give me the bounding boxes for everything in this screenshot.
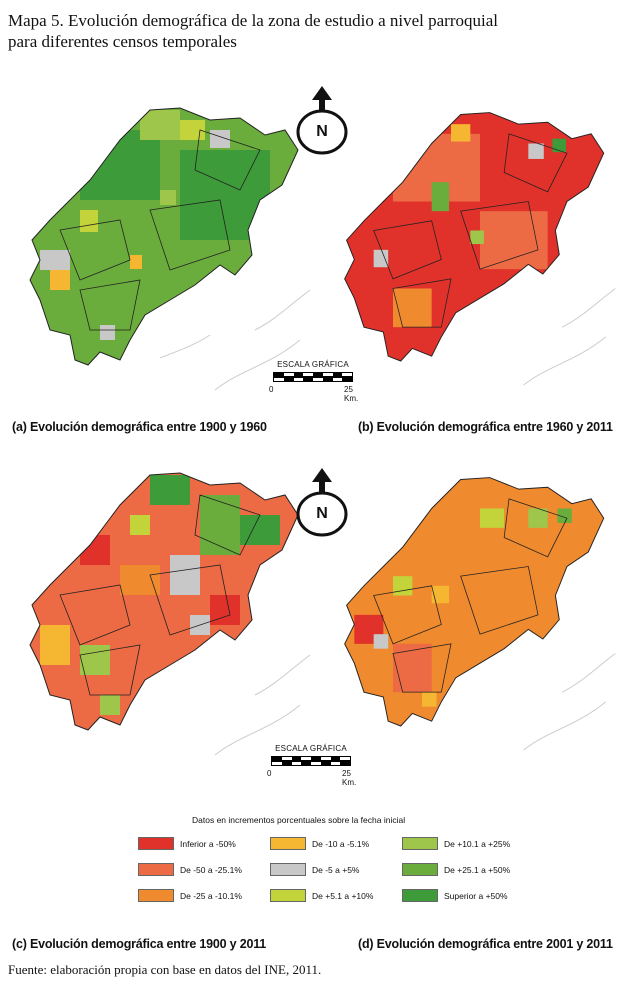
map-panel-d [344,477,616,751]
legend-swatch [270,837,306,850]
legend-swatch [138,837,174,850]
coastline [159,289,311,391]
scale-end: 25 Km. [342,769,357,787]
legend-label: De -5 a +5% [312,864,360,875]
map-panel-a [29,107,311,391]
legend-item: De -5 a +5% [270,863,360,876]
legend-label: De -10 a -5.1% [312,838,370,849]
legend-label: De +10.1 a +25% [444,838,511,849]
coastline [523,288,616,386]
legend-item: Inferior a -50% [138,837,236,850]
north-arrow-top: N [294,86,350,156]
scale-bar-top: ESCALA GRÁFICA 0 25 Km. [268,360,359,403]
legend-swatch [402,889,438,902]
legend-item: Superior a +50% [402,889,508,902]
legend-label: De +25.1 a +50% [444,864,511,875]
caption-c: (c) Evolución demográfica entre 1900 y 2… [12,937,267,951]
coastline [523,653,616,751]
map-title: Mapa 5. Evolución demográfica de la zona… [8,10,618,52]
map-panel-c [29,472,311,756]
legend-swatch [270,889,306,902]
legend-swatch [138,863,174,876]
scale-start: 0 [267,769,272,778]
north-arrow-bottom: N [294,468,350,538]
scale-bar-bottom: ESCALA GRÁFICA 0 25 Km. [266,744,357,787]
legend-item: De -50 a -25.1% [138,863,242,876]
map-title-line2: para diferentes censos temporales [8,32,237,51]
legend-title: Datos en incrementos porcentuales sobre … [192,815,406,825]
source-note: Fuente: elaboración propia con base en d… [8,962,322,977]
scale-end: 25 Km. [344,385,359,403]
caption-b: (b) Evolución demográfica entre 1960 y 2… [358,420,613,434]
legend-label: De +5.1 a +10% [312,890,374,901]
legend-swatch [402,863,438,876]
map-title-line1: Mapa 5. Evolución demográfica de la zona… [8,11,498,30]
legend-swatch [270,863,306,876]
coastline [214,654,311,756]
legend-label: De -50 a -25.1% [180,864,242,875]
north-label: N [316,123,328,140]
caption-d: (d) Evolución demográfica entre 2001 y 2… [358,937,613,951]
legend-swatch [402,837,438,850]
north-label: N [316,505,328,522]
scale-label: ESCALA GRÁFICA [275,744,347,753]
scale-start: 0 [269,385,274,394]
legend-item: De +25.1 a +50% [402,863,510,876]
legend-item: De -25 a -10.1% [138,889,242,902]
legend-label: Superior a +50% [444,890,508,901]
legend-item: De +5.1 a +10% [270,889,373,902]
legend-label: Inferior a -50% [180,838,236,849]
caption-a: (a) Evolución demográfica entre 1900 y 1… [12,420,267,434]
scale-label: ESCALA GRÁFICA [277,360,349,369]
map-panel-b [344,112,616,386]
legend-item: De +10.1 a +25% [402,837,510,850]
legend-swatch [138,889,174,902]
legend-item: De -10 a -5.1% [270,837,369,850]
legend-label: De -25 a -10.1% [180,890,242,901]
